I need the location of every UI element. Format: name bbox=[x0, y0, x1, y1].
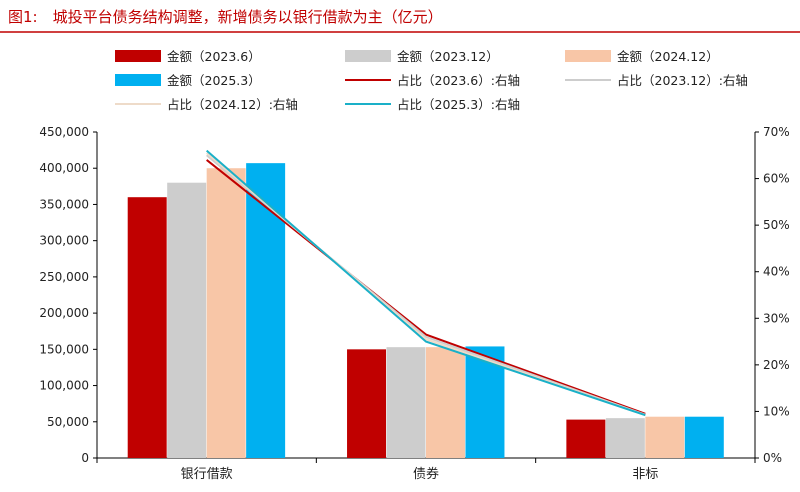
left-tick-label: 250,000 bbox=[39, 270, 89, 284]
series-line bbox=[206, 149, 646, 417]
legend-item: 金额（2023.12） bbox=[345, 49, 499, 64]
legend-item: 占比（2023.12）:右轴 bbox=[565, 73, 748, 88]
bar bbox=[347, 349, 387, 458]
right-tick-label: 0% bbox=[763, 451, 782, 465]
legend-label: 金额（2024.12） bbox=[617, 49, 719, 64]
legend-label: 金额（2023.6） bbox=[167, 49, 261, 64]
legend-swatch bbox=[565, 50, 611, 62]
legend-label: 占比（2023.6）:右轴 bbox=[397, 73, 520, 88]
right-tick-label: 10% bbox=[763, 404, 790, 418]
bar bbox=[167, 182, 207, 458]
right-tick-label: 20% bbox=[763, 358, 790, 372]
right-tick-label: 40% bbox=[763, 265, 790, 279]
left-tick-label: 50,000 bbox=[47, 415, 89, 429]
right-tick-label: 30% bbox=[763, 311, 790, 325]
bar bbox=[386, 347, 426, 458]
legend-label: 金额（2023.12） bbox=[397, 49, 499, 64]
legend-item: 金额（2024.12） bbox=[565, 49, 719, 64]
legend-label: 占比（2023.12）:右轴 bbox=[617, 73, 748, 88]
right-tick-label: 60% bbox=[763, 172, 790, 186]
legend-item: 占比（2023.6）:右轴 bbox=[345, 73, 520, 88]
category-label: 债券 bbox=[413, 466, 439, 482]
legend: 金额（2023.6） 金额（2023.12） 金额（2024.12） 金额（2025.… bbox=[115, 49, 748, 112]
bar bbox=[206, 168, 246, 458]
left-tick-label: 350,000 bbox=[39, 197, 89, 211]
left-tick-label: 300,000 bbox=[39, 234, 89, 248]
legend-swatch bbox=[345, 50, 391, 62]
right-tick-label: 50% bbox=[763, 218, 790, 232]
bar bbox=[684, 416, 724, 458]
line-series bbox=[206, 149, 646, 417]
category-label: 银行借款 bbox=[181, 467, 233, 482]
bar-series bbox=[127, 163, 724, 458]
legend-item: 占比（2024.12）:右轴 bbox=[115, 97, 298, 112]
legend-label: 占比（2025.3）:右轴 bbox=[397, 97, 520, 112]
bar bbox=[127, 197, 167, 458]
bar bbox=[426, 347, 465, 458]
legend-swatch bbox=[115, 74, 161, 86]
bar bbox=[566, 419, 606, 458]
legend-label: 占比（2024.12）:右轴 bbox=[167, 97, 298, 112]
right-tick-label: 70% bbox=[763, 125, 790, 139]
left-tick-label: 450,000 bbox=[39, 125, 89, 139]
legend-item: 金额（2023.6） bbox=[115, 49, 261, 64]
legend-swatch bbox=[115, 50, 161, 62]
legend-label: 金额（2025.3） bbox=[167, 73, 261, 88]
left-tick-label: 150,000 bbox=[39, 342, 89, 356]
left-tick-label: 400,000 bbox=[39, 161, 89, 175]
category-label: 非标 bbox=[632, 467, 658, 482]
axes: 0 50,000 100,000 150,000 200,000 250,000 300,0… bbox=[39, 125, 789, 482]
legend-item: 金额（2025.3） bbox=[115, 73, 261, 88]
series-line bbox=[206, 159, 646, 415]
bar bbox=[645, 416, 685, 458]
left-tick-label: 100,000 bbox=[39, 379, 89, 393]
chart-title: 图1: 城投平台债务结构调整，新增债务以银行借款为主（亿元） bbox=[8, 8, 443, 26]
legend-item: 占比（2025.3）:右轴 bbox=[345, 97, 520, 112]
left-tick-label: 0 bbox=[81, 451, 89, 465]
bar bbox=[605, 418, 645, 458]
left-tick-label: 200,000 bbox=[39, 306, 89, 320]
